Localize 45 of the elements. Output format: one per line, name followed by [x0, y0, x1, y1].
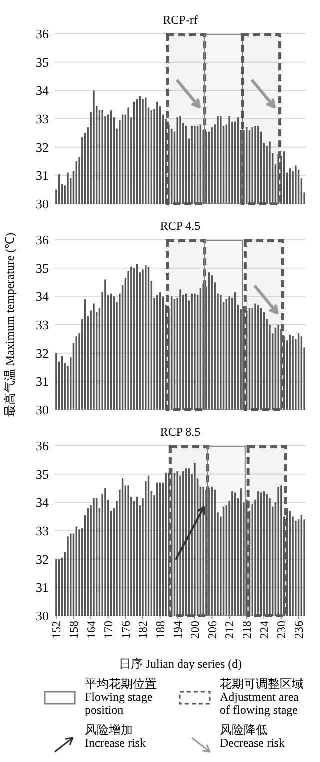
legend-label: 花期可调整区域 Adjustment area of flowing stage [220, 677, 304, 717]
y-tick-label: 31 [36, 580, 49, 596]
x-axis-title: 日序 Julian day series (d) [118, 657, 242, 671]
x-tick-label: 158 [66, 621, 81, 639]
legend-label: 平均花期位置 Flowing stage position [85, 677, 157, 717]
y-tick-label: 36 [36, 232, 50, 248]
x-tick-label: 176 [118, 621, 133, 639]
y-tick-label: 34 [36, 83, 50, 98]
y-tick-label: 32 [36, 140, 49, 155]
chart-title: RCP 4.5 [160, 219, 201, 233]
y-tick-label: 34 [36, 289, 50, 304]
x-tick-label: 212 [222, 621, 237, 639]
y-tick-label: 36 [36, 438, 50, 454]
y-tick-label: 33 [36, 112, 49, 127]
y-tick-label: 34 [36, 495, 50, 510]
x-tick-label: 236 [292, 621, 306, 639]
x-tick-label: 164 [84, 621, 98, 639]
x-tick-label: 152 [50, 621, 64, 639]
y-tick-label: 35 [36, 54, 49, 70]
y-tick-label: 33 [36, 318, 49, 333]
y-tick-label: 32 [36, 346, 49, 361]
y-axis-title: 最高气温 Maximum temperature (℃) [3, 232, 17, 418]
x-tick-label: 200 [188, 621, 202, 639]
x-tick-label: 224 [257, 621, 272, 639]
x-tick-label: 206 [205, 621, 220, 639]
y-tick-label: 31 [36, 374, 49, 390]
y-tick-label: 33 [36, 524, 49, 539]
x-tick-label: 194 [170, 621, 185, 639]
chart-title: RCP 8.5 [160, 425, 201, 439]
chart-title: RCP-rf [163, 13, 198, 27]
y-tick-label: 32 [36, 552, 49, 567]
y-tick-label: 30 [36, 608, 49, 624]
x-tick-label: 182 [136, 621, 150, 639]
x-tick-label: 170 [102, 621, 116, 639]
y-tick-label: 30 [36, 196, 49, 212]
y-tick-label: 35 [36, 260, 49, 276]
x-tick-label: 218 [240, 621, 254, 639]
y-tick-label: 30 [36, 402, 49, 418]
text: 风险增加 Increase risk [85, 723, 146, 750]
text: 风险降低 Decrease risk [220, 723, 285, 750]
y-tick-label: 31 [36, 168, 49, 184]
x-tick-label: 230 [274, 621, 289, 639]
y-tick-label: 35 [36, 466, 49, 482]
x-tick-label: 188 [154, 621, 168, 639]
y-tick-label: 36 [36, 26, 50, 42]
